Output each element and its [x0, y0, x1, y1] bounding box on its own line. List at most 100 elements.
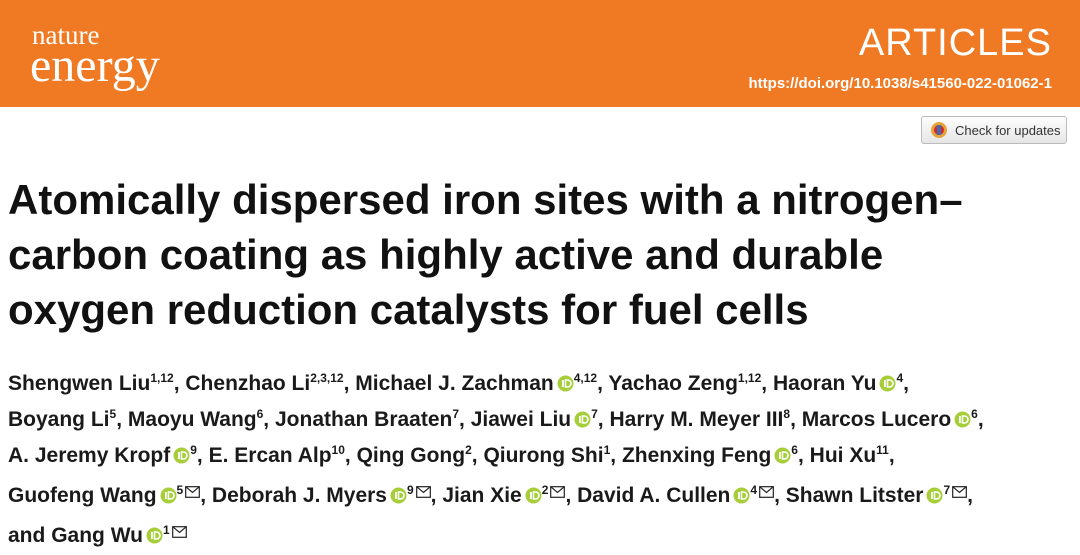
affiliation: 7 — [452, 407, 460, 421]
orcid-link[interactable] — [954, 410, 971, 433]
orcid-link[interactable] — [557, 374, 574, 397]
separator: , — [344, 444, 351, 467]
email-link[interactable] — [952, 480, 968, 503]
author-name: Yachao Zeng — [608, 372, 738, 395]
email-icon — [759, 486, 774, 498]
orcid-icon — [926, 487, 943, 504]
author-name: Shengwen Liu — [8, 372, 151, 395]
orcid-icon — [160, 487, 177, 504]
separator: , — [790, 408, 796, 431]
title-line: oxygen reduction catalysts for fuel cell… — [8, 286, 809, 333]
separator: , — [263, 408, 270, 431]
doi-link[interactable]: https://doi.org/10.1038/s41560-022-01062… — [748, 75, 1053, 92]
title-line: carbon coating as highly active and dura… — [8, 231, 884, 278]
orcid-icon — [733, 487, 750, 504]
affiliation: 4 — [750, 483, 758, 497]
affiliation: 6 — [971, 407, 978, 421]
author-line: Shengwen Liu1,12, Chenzhao Li2,3,12, Mic… — [8, 367, 984, 403]
orcid-icon — [390, 487, 407, 504]
separator: , — [173, 372, 180, 395]
orcid-icon — [774, 447, 791, 464]
affiliation: 9 — [406, 483, 414, 497]
author-name: Guofeng Wang — [8, 484, 157, 507]
author-line: Guofeng Wang 5, Deborah J. Myers 9, Jian X… — [8, 475, 984, 515]
journal-name: nature — [32, 20, 100, 50]
orcid-icon — [954, 411, 971, 428]
author-name: Jonathan Braaten — [274, 408, 453, 431]
email-icon — [185, 486, 201, 498]
orcid-link[interactable] — [926, 486, 943, 509]
author-name: Chenzhao Li — [185, 372, 311, 395]
orcid-link[interactable] — [160, 486, 177, 509]
author-name: Shawn Litster — [785, 484, 924, 507]
affiliation: 2 — [465, 443, 472, 457]
author-name: Jiawei Liu — [470, 408, 572, 431]
author-name: Zhenxing Feng — [621, 444, 772, 467]
crossmark-icon — [931, 122, 947, 138]
orcid-link[interactable] — [879, 374, 896, 397]
separator: , — [597, 408, 604, 431]
affiliation: 10 — [331, 443, 345, 457]
check-updates-button[interactable]: Check for updates — [921, 116, 1067, 144]
author-line: A. Jeremy Kropf 9, E. Ercan Alp10, Qing G… — [8, 439, 984, 475]
journal-name: energy — [30, 39, 160, 92]
orcid-link[interactable] — [525, 486, 542, 509]
separator: , — [430, 484, 437, 507]
conjunction: and — [8, 524, 46, 547]
journal-header: nature energy ARTICLES https://doi.org/1… — [0, 0, 1080, 107]
author-line: and Gang Wu 1 — [8, 515, 984, 555]
orcid-icon — [525, 487, 542, 504]
section-label: ARTICLES — [858, 22, 1052, 64]
affiliation: 2,3,12 — [310, 371, 344, 385]
separator: , — [774, 484, 780, 507]
separator: , — [903, 372, 909, 395]
author-name: Gang Wu — [51, 524, 143, 547]
separator: , — [196, 444, 203, 467]
affiliation: 7 — [943, 483, 951, 497]
orcid-link[interactable] — [574, 410, 591, 433]
email-link[interactable] — [759, 480, 774, 503]
affiliation: 5 — [109, 407, 117, 421]
separator: , — [565, 484, 572, 507]
author-name: E. Ercan Alp — [208, 444, 332, 467]
author-name: Boyang Li — [8, 408, 110, 431]
orcid-icon — [557, 375, 574, 392]
orcid-link[interactable] — [146, 526, 163, 549]
orcid-link[interactable] — [173, 446, 190, 469]
separator: , — [116, 408, 123, 431]
email-link[interactable] — [185, 480, 201, 503]
author-list: Shengwen Liu1,12, Chenzhao Li2,3,12, Mic… — [8, 367, 984, 555]
email-icon — [171, 526, 187, 538]
affiliation: 7 — [591, 407, 598, 421]
email-link[interactable] — [415, 480, 431, 503]
orcid-link[interactable] — [390, 486, 407, 509]
affiliation: 1 — [603, 443, 611, 457]
email-icon — [952, 486, 968, 498]
orcid-link[interactable] — [774, 446, 791, 469]
separator: , — [977, 408, 984, 431]
author-line: Boyang Li5, Maoyu Wang6, Jonathan Braate… — [8, 403, 984, 439]
affiliation: 4 — [896, 371, 904, 385]
affiliation: 4,12 — [573, 371, 598, 385]
author-name: A. Jeremy Kropf — [8, 444, 171, 467]
affiliation: 6 — [791, 443, 798, 457]
separator: , — [888, 444, 895, 467]
affiliation: 1,12 — [737, 371, 762, 385]
affiliation: 2 — [541, 483, 549, 497]
orcid-icon — [879, 375, 896, 392]
orcid-link[interactable] — [733, 486, 750, 509]
affiliation: 6 — [256, 407, 264, 421]
email-icon — [415, 486, 431, 498]
affiliation: 5 — [176, 483, 184, 497]
email-link[interactable] — [171, 520, 187, 543]
author-name: Hui Xu — [809, 444, 877, 467]
author-name: Deborah J. Myers — [211, 484, 387, 507]
separator: , — [761, 372, 768, 395]
separator: , — [597, 372, 603, 395]
email-icon — [550, 486, 566, 498]
author-name: David A. Cullen — [577, 484, 731, 507]
article-title: Atomically dispersed iron sites with a n… — [8, 172, 963, 337]
affiliation: 11 — [876, 443, 889, 457]
email-link[interactable] — [550, 480, 566, 503]
